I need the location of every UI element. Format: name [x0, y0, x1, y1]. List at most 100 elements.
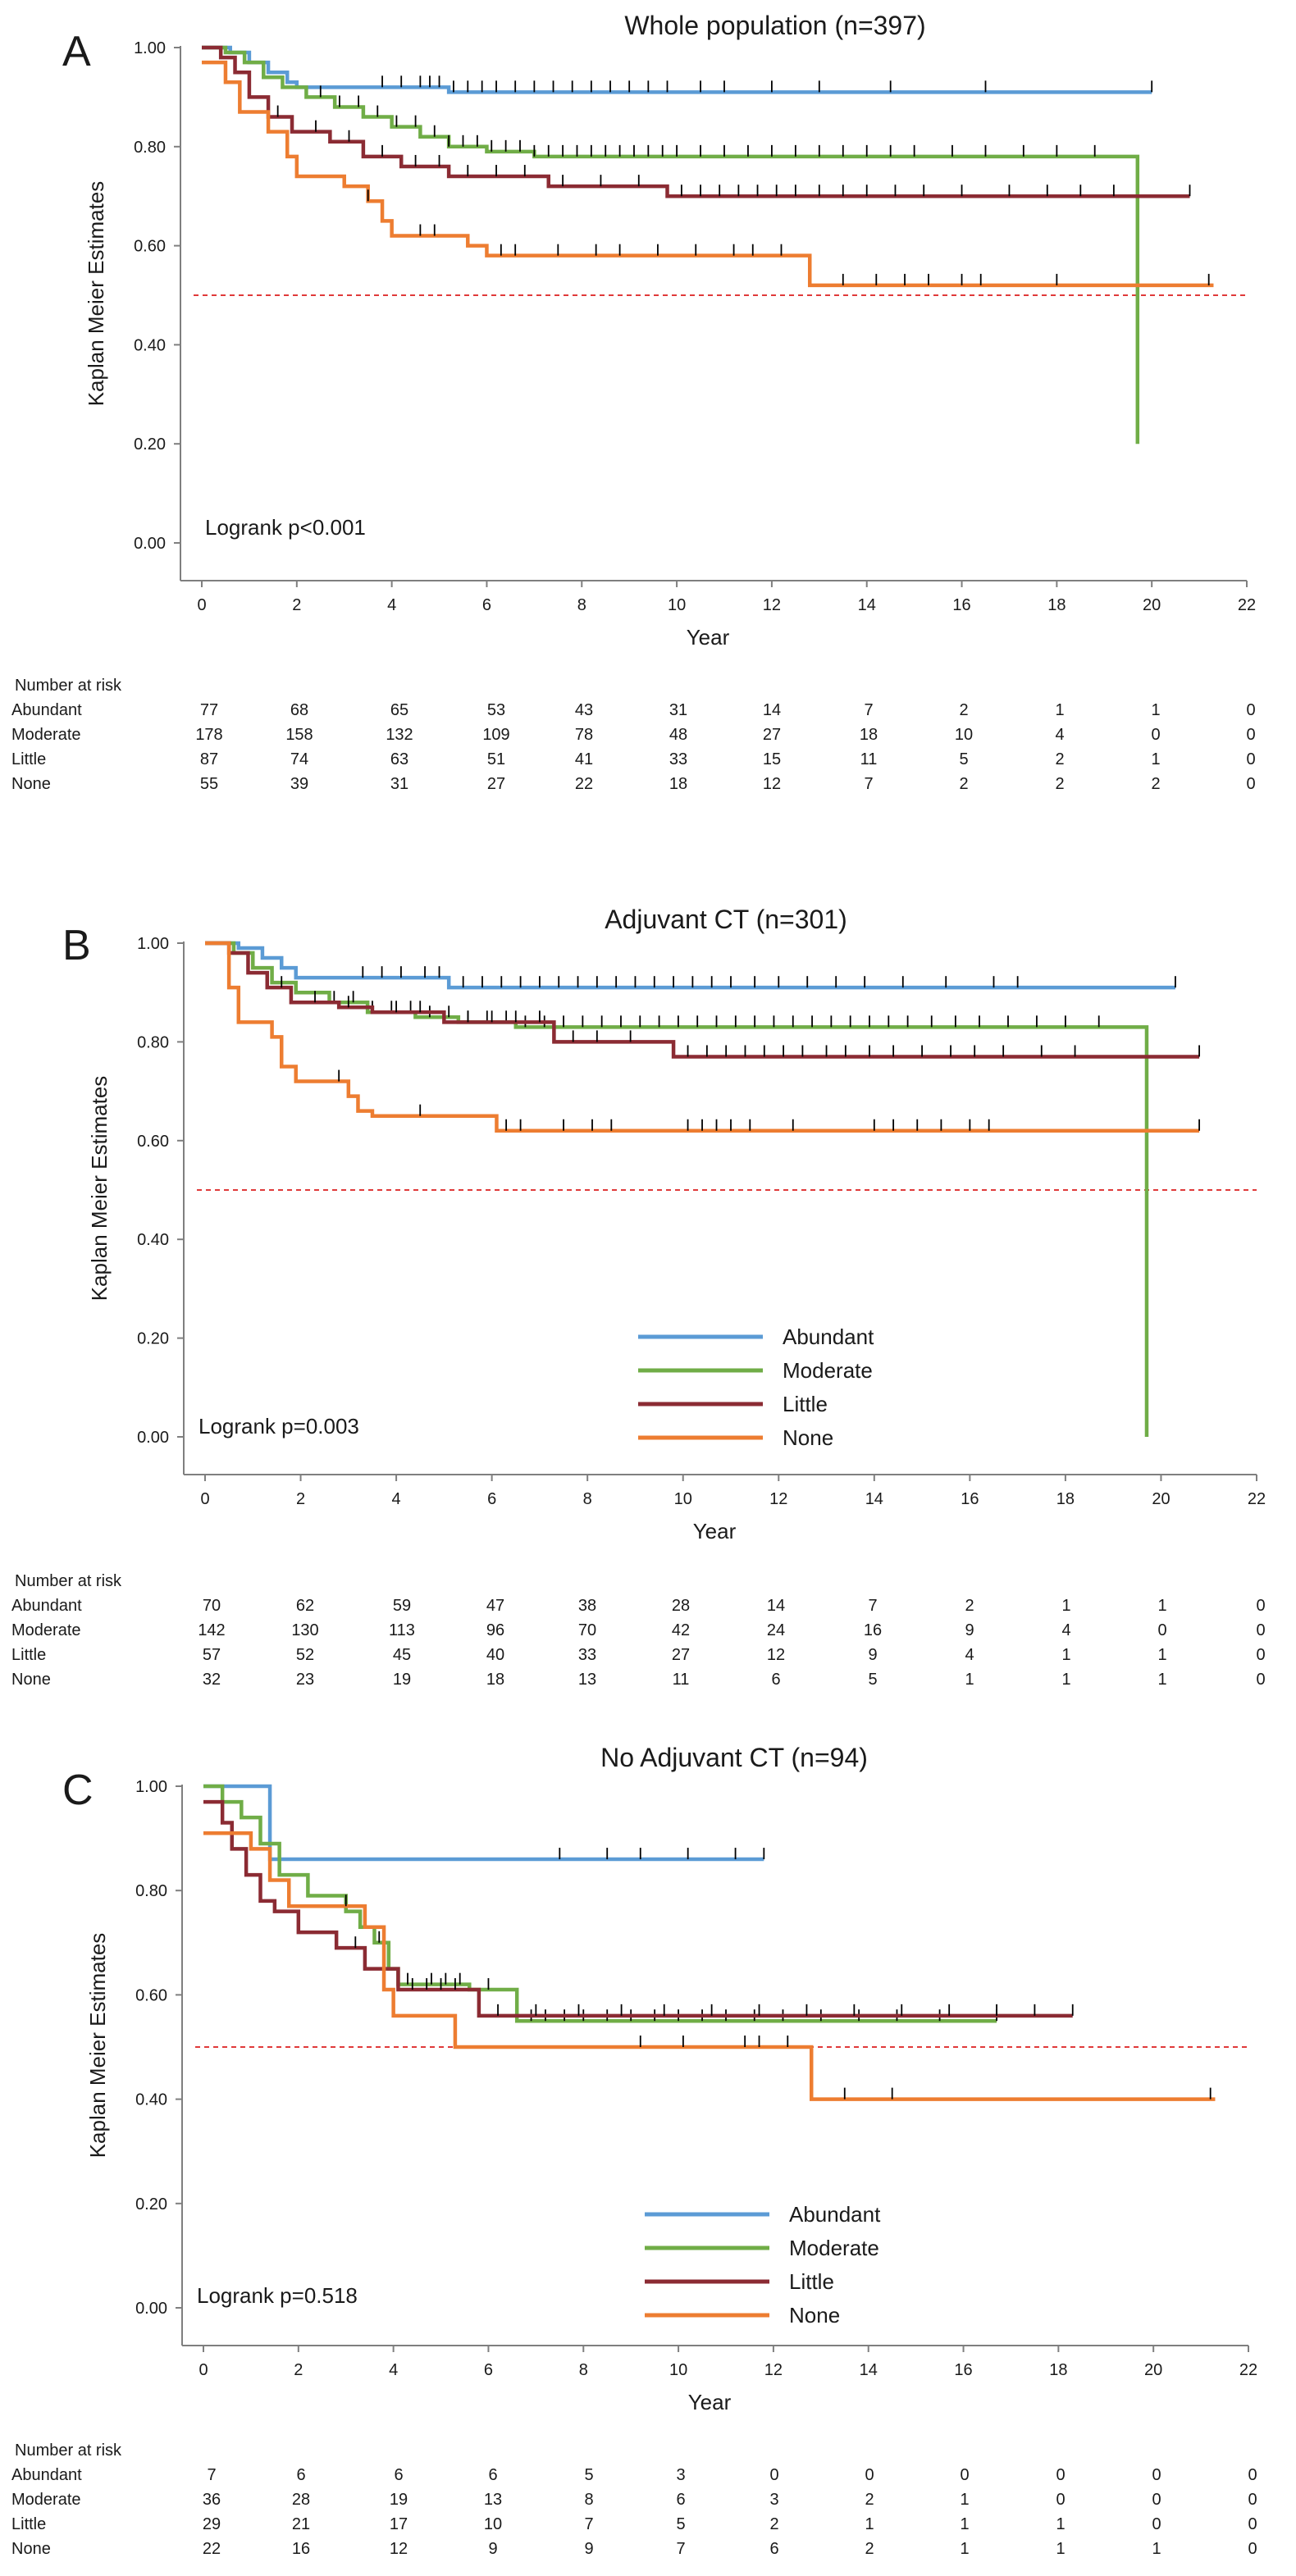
legend-label-abundant: Abundant	[783, 1324, 874, 1349]
km-curve-abundant	[203, 1784, 764, 1862]
risk-value: 1	[1151, 701, 1160, 719]
km-curve-none	[202, 60, 1214, 288]
risk-value: 5	[959, 750, 968, 768]
x-tick-label: 10	[674, 1490, 692, 1508]
chart-title: No Adjuvant CT (n=94)	[600, 1743, 868, 1772]
risk-value: 13	[578, 1671, 596, 1689]
legend-label-little: Little	[783, 1392, 828, 1416]
x-tick-label: 0	[199, 2361, 208, 2379]
x-tick-label: 10	[668, 596, 686, 614]
x-axis-label: Year	[688, 2390, 732, 2414]
logrank-annotation: Logrank p<0.001	[205, 515, 366, 540]
risk-value: 65	[390, 701, 408, 719]
y-axis-label: Kaplan Meier Estimates	[87, 1076, 112, 1302]
legend-label-little: Little	[789, 2269, 834, 2294]
legend-label-abundant: Abundant	[789, 2202, 881, 2227]
risk-value: 45	[393, 1646, 411, 1664]
risk-value: 1	[1056, 2540, 1065, 2558]
km-curve-little	[205, 941, 1200, 1059]
km-curve-abundant	[202, 45, 1152, 94]
y-tick-label: 0.60	[137, 1133, 169, 1151]
risk-value: 27	[672, 1646, 690, 1664]
risk-value: 62	[296, 1597, 314, 1615]
logrank-annotation: Logrank p=0.003	[199, 1414, 359, 1438]
risk-value: 47	[486, 1597, 504, 1615]
chart-title: Adjuvant CT (n=301)	[605, 905, 847, 934]
risk-value: 9	[868, 1646, 877, 1664]
risk-value: 18	[486, 1671, 504, 1689]
risk-row-label: Little	[11, 2515, 46, 2533]
risk-value: 6	[296, 2466, 305, 2484]
risk-value: 70	[203, 1597, 221, 1615]
y-tick-label: 0.40	[137, 1231, 169, 1249]
x-tick-label: 4	[392, 1490, 401, 1508]
risk-value: 1	[1151, 750, 1160, 768]
risk-value: 32	[203, 1671, 221, 1689]
risk-row-label: None	[11, 775, 51, 793]
x-tick-label: 0	[197, 596, 206, 614]
risk-value: 7	[676, 2540, 685, 2558]
risk-value: 1	[1061, 1597, 1070, 1615]
risk-value: 1	[1157, 1597, 1166, 1615]
x-tick-label: 6	[487, 1490, 496, 1508]
risk-value: 2	[865, 2491, 874, 2509]
risk-row-label: Moderate	[11, 726, 81, 744]
risk-value: 6	[769, 2540, 778, 2558]
risk-value: 16	[864, 1621, 882, 1639]
risk-value: 1	[1061, 1646, 1070, 1664]
risk-value: 12	[767, 1646, 785, 1664]
risk-value: 2	[959, 701, 968, 719]
risk-value: 0	[1152, 2515, 1161, 2533]
risk-value: 0	[1152, 2491, 1161, 2509]
x-tick-label: 6	[482, 596, 491, 614]
risk-value: 19	[393, 1671, 411, 1689]
risk-row-label: Little	[11, 750, 46, 768]
risk-value: 57	[203, 1646, 221, 1664]
risk-value: 96	[486, 1621, 504, 1639]
y-tick-label: 1.00	[137, 935, 169, 953]
x-tick-label: 0	[200, 1490, 209, 1508]
risk-value: 1	[960, 2515, 969, 2533]
risk-value: 74	[290, 750, 308, 768]
risk-value: 24	[767, 1621, 785, 1639]
risk-row-label: None	[11, 1671, 51, 1689]
risk-value: 33	[578, 1646, 596, 1664]
risk-value: 1	[1056, 2515, 1065, 2533]
risk-value: 178	[195, 726, 222, 744]
panel-a: A Whole population (n=397) 0.00 0.20 0.40 0.6…	[11, 11, 1256, 793]
risk-value: 0	[1151, 726, 1160, 744]
risk-value: 0	[1256, 1646, 1265, 1664]
x-tick-label: 14	[860, 2361, 878, 2379]
risk-value: 63	[390, 750, 408, 768]
legend-label-none: None	[783, 1425, 833, 1450]
x-tick-label: 16	[961, 1490, 979, 1508]
risk-value: 9	[965, 1621, 974, 1639]
risk-value: 13	[484, 2491, 502, 2509]
risk-value: 29	[203, 2515, 221, 2533]
x-tick-label: 8	[579, 2361, 588, 2379]
x-tick-label: 12	[764, 2361, 783, 2379]
risk-value: 2	[769, 2515, 778, 2533]
risk-value: 14	[767, 1597, 785, 1615]
risk-value: 0	[1256, 1621, 1265, 1639]
km-curve-none	[205, 941, 1200, 1133]
risk-value: 53	[487, 701, 505, 719]
y-axis-label: Kaplan Meier Estimates	[84, 181, 108, 407]
y-axis-label: Kaplan Meier Estimates	[85, 1933, 110, 2159]
y-tick-label: 0.40	[134, 336, 166, 354]
x-tick-label: 14	[865, 1490, 883, 1508]
km-curve-little	[203, 1799, 1073, 2018]
risk-row-label: Abundant	[11, 2466, 82, 2484]
risk-value: 0	[1246, 750, 1255, 768]
risk-value: 21	[292, 2515, 310, 2533]
risk-value: 16	[292, 2540, 310, 2558]
risk-value: 42	[672, 1621, 690, 1639]
risk-value: 0	[1256, 1597, 1265, 1615]
legend-label-moderate: Moderate	[783, 1358, 873, 1383]
risk-table-title: Number at risk	[15, 2442, 122, 2460]
risk-value: 7	[864, 775, 873, 793]
risk-value: 22	[203, 2540, 221, 2558]
risk-value: 78	[575, 726, 593, 744]
x-tick-label: 18	[1056, 1490, 1075, 1508]
risk-value: 6	[488, 2466, 497, 2484]
